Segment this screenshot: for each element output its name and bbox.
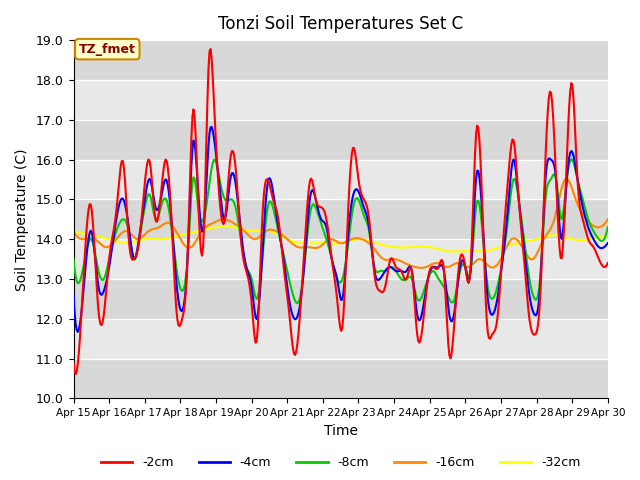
Bar — [74, 159, 608, 199]
Text: TZ_fmet: TZ_fmet — [79, 43, 136, 56]
Bar — [74, 199, 608, 239]
Bar — [74, 319, 608, 359]
Bar — [74, 40, 608, 80]
Legend: -2cm, -4cm, -8cm, -16cm, -32cm: -2cm, -4cm, -8cm, -16cm, -32cm — [96, 451, 586, 474]
Bar — [74, 120, 608, 159]
Y-axis label: Soil Temperature (C): Soil Temperature (C) — [15, 148, 29, 290]
Title: Tonzi Soil Temperatures Set C: Tonzi Soil Temperatures Set C — [218, 15, 463, 33]
Bar — [74, 359, 608, 398]
Bar — [74, 279, 608, 319]
X-axis label: Time: Time — [324, 424, 358, 438]
Bar — [74, 239, 608, 279]
Bar — [74, 80, 608, 120]
